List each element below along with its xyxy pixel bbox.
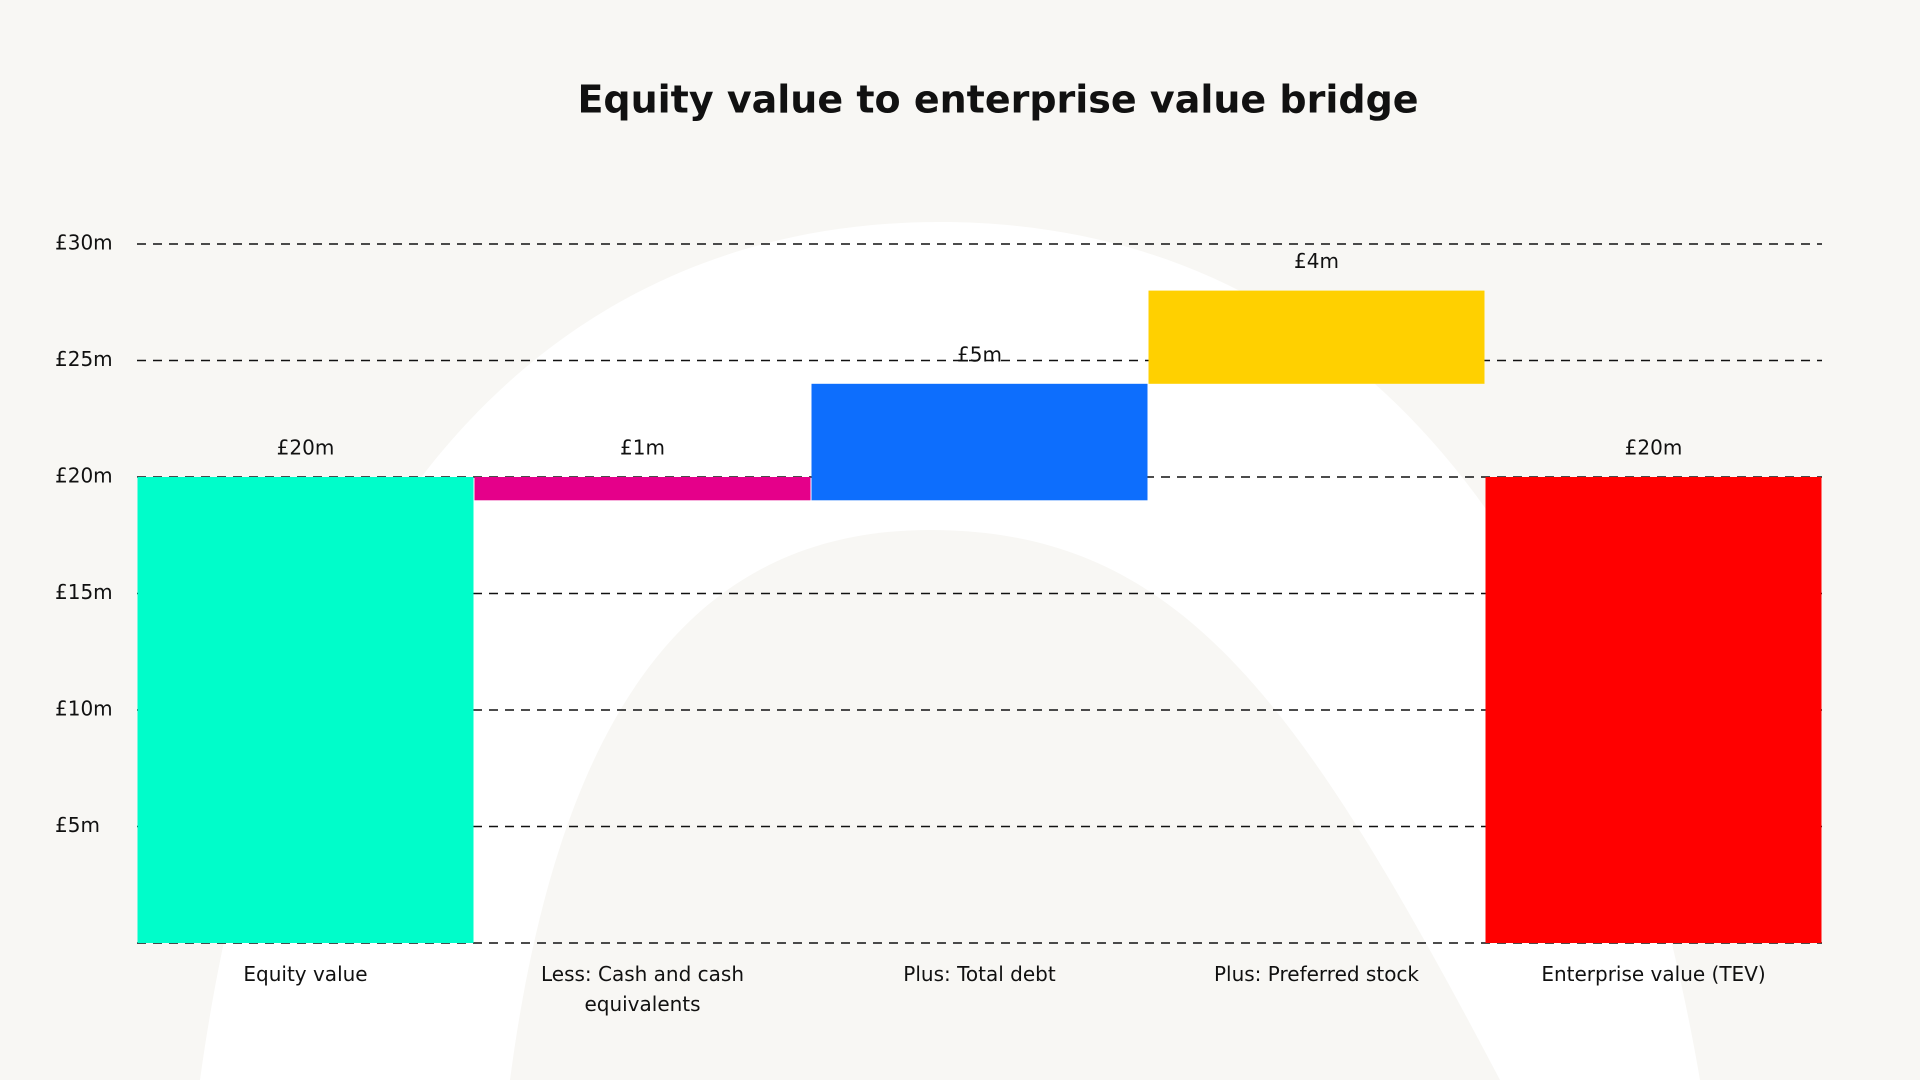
y-tick-label: £15m: [55, 580, 113, 604]
bar: [474, 477, 811, 501]
value-label: £4m: [1294, 249, 1339, 273]
x-tick-label-box: Equity value: [243, 962, 368, 986]
x-tick-label: Plus: Preferred stock: [1213, 962, 1420, 986]
bar: [811, 383, 1148, 501]
y-tick-label: £25m: [55, 347, 113, 371]
value-label: £20m: [277, 436, 335, 460]
x-tick-label: Equity value: [243, 962, 368, 986]
value-label: £20m: [1625, 436, 1683, 460]
background-decoration: [200, 222, 1700, 1080]
value-label: £1m: [620, 436, 665, 460]
x-tick-label-box: Plus: Total debt: [903, 962, 1056, 986]
chart-title: Equity value to enterprise value bridge: [577, 78, 1418, 122]
bar: [137, 477, 474, 943]
y-tick-label: £10m: [55, 697, 113, 721]
y-tick-label: £5m: [55, 813, 100, 837]
bar: [1485, 477, 1822, 943]
x-tick-label-box: Less: Cash and cash equivalents: [540, 962, 745, 1016]
x-tick-label: Less: Cash and cash equivalents: [540, 962, 745, 1016]
bar: [1148, 290, 1485, 384]
x-tick-label: Enterprise value (TEV): [1541, 962, 1766, 986]
x-tick-label-box: Plus: Preferred stock: [1213, 962, 1420, 986]
y-tick-label: £20m: [55, 464, 113, 488]
x-tick-label: Plus: Total debt: [903, 962, 1056, 986]
y-tick-label: £30m: [55, 231, 113, 255]
value-label: £5m: [957, 342, 1002, 366]
x-tick-label-box: Enterprise value (TEV): [1541, 962, 1766, 986]
